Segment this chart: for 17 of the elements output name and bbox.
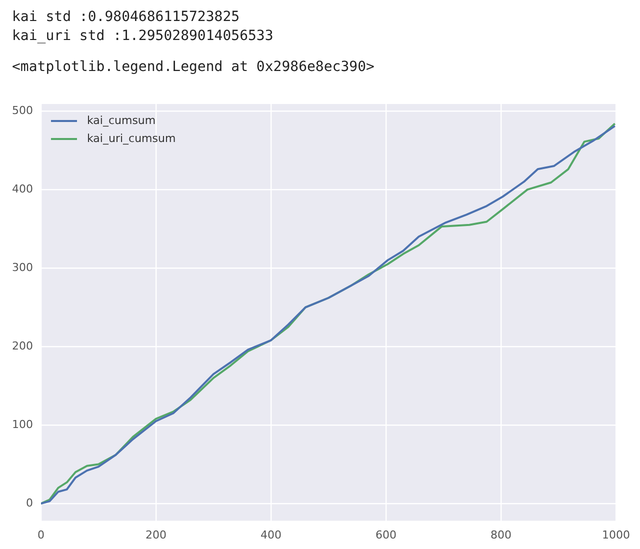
y-tick-label: 300 (12, 260, 33, 274)
y-tick-label: 100 (12, 418, 33, 431)
x-tick-label: 800 (490, 528, 512, 542)
x-tick-label: 0 (37, 528, 44, 542)
y-tick-label: 400 (12, 182, 33, 196)
legend-label: kai_uri_cumsum (86, 132, 176, 145)
x-tick-label: 1000 (602, 528, 630, 542)
y-tick-label: 0 (26, 496, 33, 510)
text: <matplotlib.legend.Legend at 0x2986e8ec390> (12, 58, 376, 77)
legend-label: kai_cumsum (86, 114, 156, 127)
x-tick-label: 400 (260, 528, 282, 542)
text: kai std :0.9804686115723825 (12, 8, 241, 27)
x-tick-label: 200 (145, 528, 166, 542)
y-tick-label: 500 (12, 104, 33, 117)
text: kai_uri std :1.2950289014056533 (12, 27, 274, 46)
y-tick-label: 200 (12, 339, 33, 352)
x-tick-label: 600 (376, 528, 396, 542)
